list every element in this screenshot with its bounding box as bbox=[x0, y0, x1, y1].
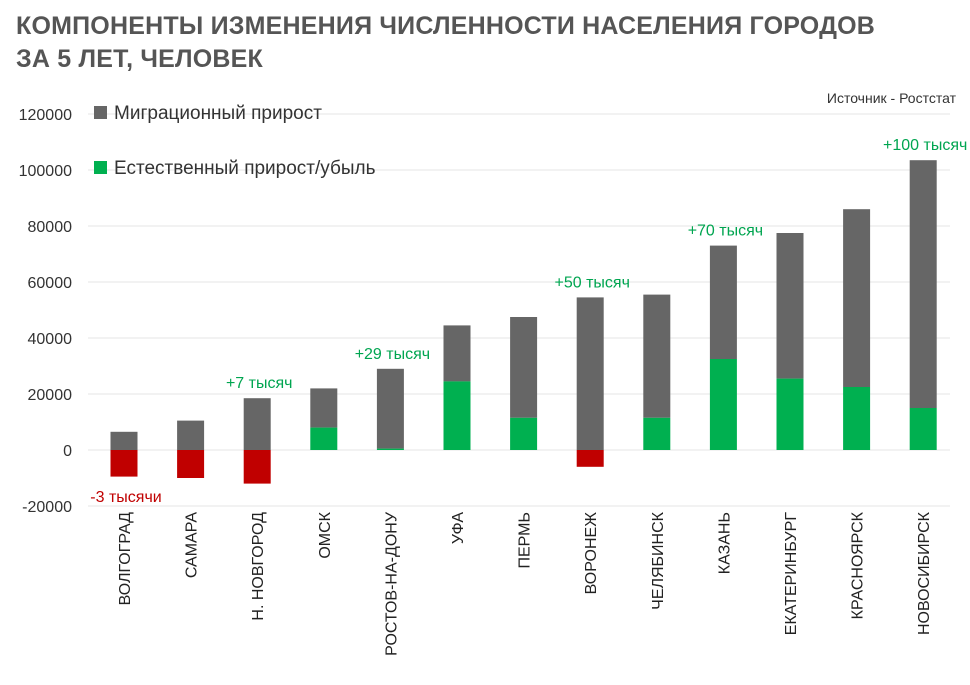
y-tick-label: 60000 bbox=[28, 275, 73, 292]
x-category-label: РОСТОВ-НА-ДОНУ bbox=[383, 511, 400, 656]
change-annotation: +7 тысяч bbox=[226, 375, 293, 392]
x-category-label: КРАСНОЯРСК bbox=[850, 511, 867, 619]
legend-swatch-natural bbox=[94, 161, 107, 174]
bar-natural-decline bbox=[576, 450, 604, 467]
bar-migration bbox=[177, 420, 205, 450]
y-tick-label: 80000 bbox=[28, 219, 73, 236]
x-category-label: НОВОСИБИРСК bbox=[916, 511, 933, 635]
change-annotation: -3 тысячи bbox=[90, 489, 161, 506]
chart-title: КОМПОНЕНТЫ ИЗМЕНЕНИЯ ЧИСЛЕННОСТИ НАСЕЛЕН… bbox=[16, 10, 916, 76]
bar-natural-growth bbox=[510, 417, 538, 450]
bar-natural-growth bbox=[709, 359, 737, 450]
bar-migration bbox=[110, 431, 138, 450]
bar-natural-decline bbox=[177, 450, 205, 478]
bar-migration bbox=[376, 368, 404, 449]
x-category-label: ПЕРМЬ bbox=[517, 512, 534, 569]
bar-natural-growth bbox=[376, 448, 404, 450]
y-tick-label: -20000 bbox=[22, 499, 72, 516]
bar-natural-growth bbox=[643, 417, 671, 450]
bar-natural-growth bbox=[776, 378, 804, 450]
bar-natural-growth bbox=[443, 381, 471, 450]
x-category-label: КАЗАНЬ bbox=[716, 512, 733, 574]
bar-migration bbox=[643, 294, 671, 418]
chart-title-line-2: ЗА 5 ЛЕТ, ЧЕЛОВЕК bbox=[16, 45, 264, 73]
bar-natural-decline bbox=[243, 450, 271, 484]
change-annotation: +100 тысяч bbox=[883, 137, 967, 154]
y-tick-label: 100000 bbox=[19, 163, 72, 180]
bar-natural-growth bbox=[310, 427, 338, 450]
legend-label-migration: Миграционный прирост bbox=[114, 103, 322, 124]
change-annotation: +29 тысяч bbox=[355, 346, 430, 363]
y-tick-label: 0 bbox=[63, 443, 72, 460]
change-annotation: +70 тысяч bbox=[688, 223, 763, 240]
bar-natural-growth bbox=[843, 387, 871, 450]
x-category-label: ВОЛГОГРАД bbox=[117, 512, 134, 606]
bar-natural-growth bbox=[909, 408, 937, 450]
bar-natural-decline bbox=[110, 450, 138, 477]
x-category-label: Н. НОВГОРОД bbox=[250, 512, 267, 621]
x-category-label: САМАРА bbox=[184, 512, 201, 578]
legend-label-natural: Естественный прирост/убыль bbox=[114, 158, 376, 179]
x-category-label: ЧЕЛЯБИНСК bbox=[650, 511, 667, 610]
y-tick-label: 40000 bbox=[28, 331, 73, 348]
bar-migration bbox=[510, 317, 538, 418]
bar-migration bbox=[709, 245, 737, 359]
bar-migration bbox=[310, 388, 338, 428]
bar-migration bbox=[909, 160, 937, 408]
legend-swatch-migration bbox=[94, 106, 107, 119]
source-note: Источник - Ростстат bbox=[826, 90, 956, 106]
y-tick-label: 120000 bbox=[19, 107, 72, 124]
x-category-label: УФА bbox=[450, 512, 467, 544]
bar-migration bbox=[443, 325, 471, 382]
x-category-label: ЕКАТЕРИНБУРГ bbox=[783, 512, 800, 636]
x-category-label: ВОРОНЕЖ bbox=[583, 512, 600, 595]
change-annotation: +50 тысяч bbox=[554, 274, 629, 291]
chart-title-line-1: КОМПОНЕНТЫ ИЗМЕНЕНИЯ ЧИСЛЕННОСТИ НАСЕЛЕН… bbox=[16, 12, 875, 40]
bar-migration bbox=[576, 297, 604, 450]
bar-migration bbox=[843, 209, 871, 387]
bar-migration bbox=[243, 398, 271, 450]
y-tick-label: 20000 bbox=[28, 387, 73, 404]
bar-migration bbox=[776, 233, 804, 379]
x-category-label: ОМСК bbox=[317, 511, 334, 558]
